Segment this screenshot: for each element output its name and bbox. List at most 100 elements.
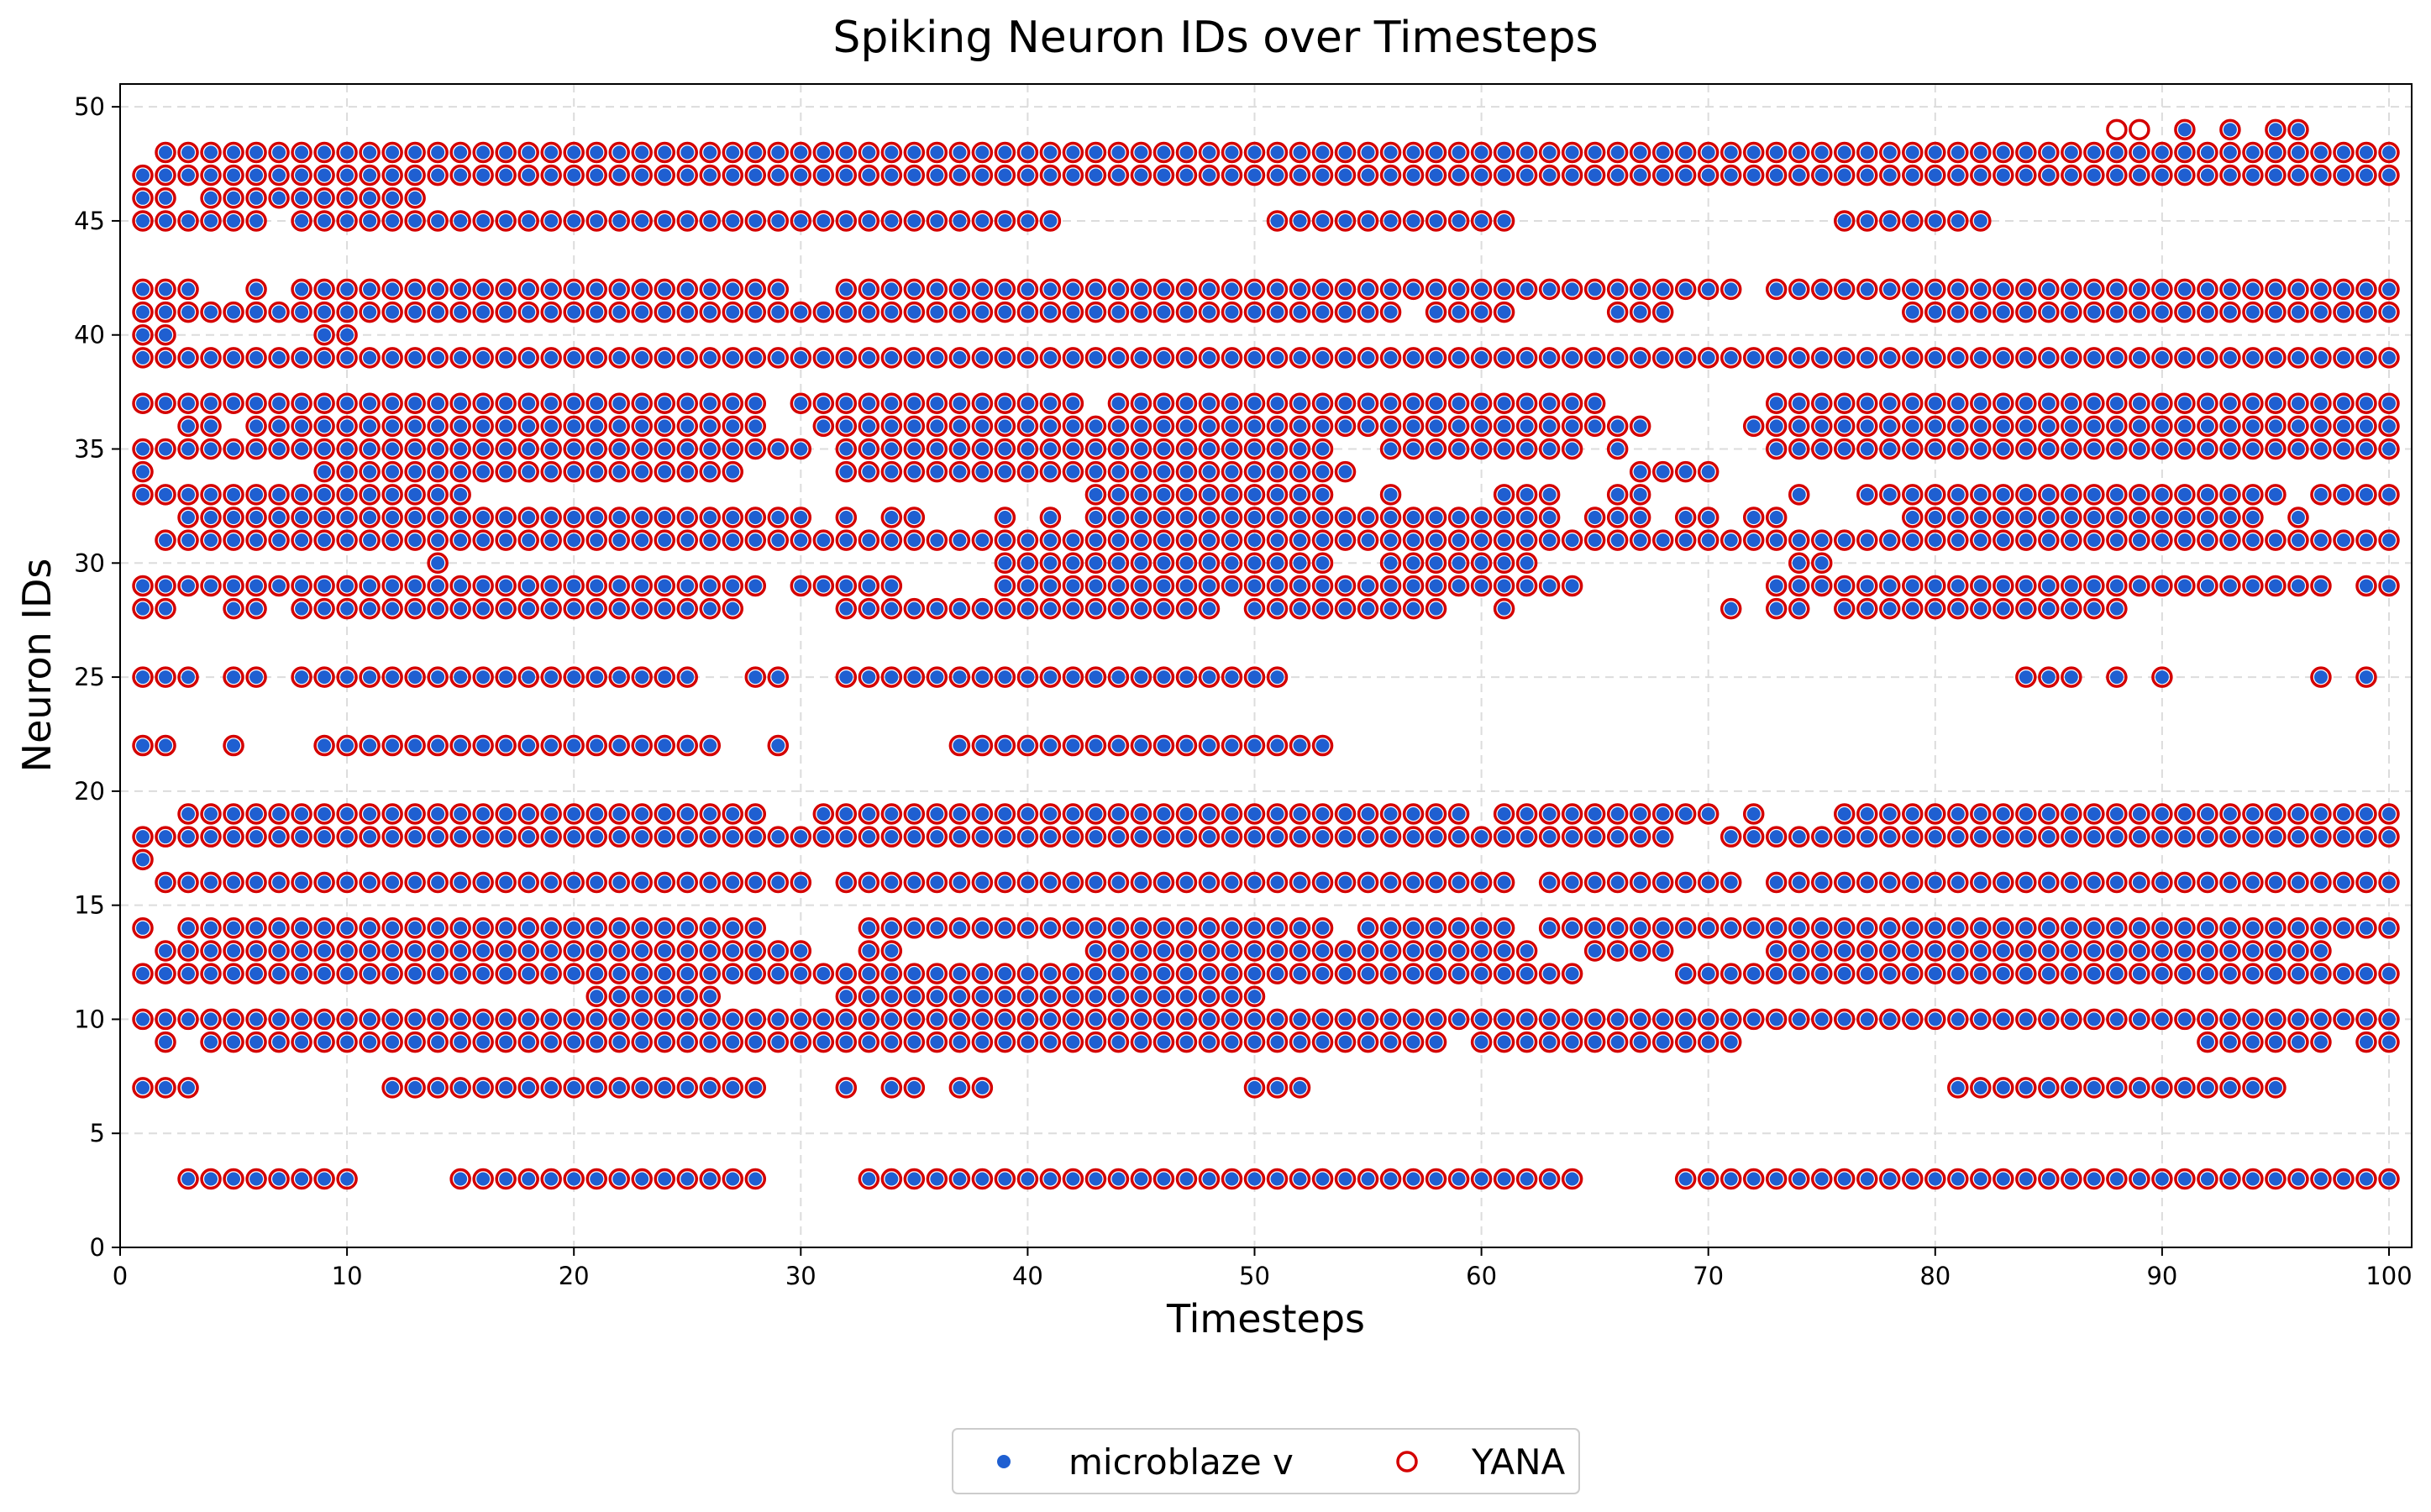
yana-point [1334,1008,1357,1031]
yana-point [404,963,426,984]
yana-point [858,575,880,597]
yana-point [812,963,835,984]
yana-point [200,507,222,528]
yana-point [268,141,290,164]
yana-point [2129,347,2150,369]
microblaze-point [181,670,196,685]
yana-point [744,826,767,848]
yana-point [2219,278,2241,301]
yana-point [2151,392,2173,414]
microblaze-point [1905,168,1919,182]
microblaze-point [907,350,921,365]
yana-point [2151,666,2173,688]
microblaze-point [1724,533,1738,548]
microblaze-point [2132,168,2146,182]
yana-point [1493,529,1515,551]
yana-point [359,278,381,301]
microblaze-point [1066,465,1080,479]
microblaze-point [249,396,264,411]
yana-point [1856,484,1878,506]
microblaze-point [590,465,604,479]
microblaze-point [1996,601,2010,616]
yana-point [790,1031,812,1053]
yana-point [404,666,426,688]
microblaze-point [2041,967,2056,981]
microblaze-point [249,510,264,524]
microblaze-point [386,510,400,524]
yana-point [2310,347,2332,369]
microblaze-point [2109,419,2124,433]
yana-point [654,963,675,984]
microblaze-point [1837,350,1851,365]
microblaze-point [2336,305,2350,319]
microblaze-point [408,419,423,433]
yana-point [631,803,653,825]
microblaze-point [885,601,899,616]
yana-point [1834,141,1856,164]
yana-point [631,917,653,939]
yana-point [1651,917,1674,939]
microblaze-point [2064,921,2078,935]
yana-point [132,575,154,597]
microblaze-point [1021,1035,1035,1049]
yana-point [858,438,880,460]
microblaze-point [1588,282,1602,297]
microblaze-point [975,1035,990,1049]
microblaze-point [522,670,536,685]
microblaze-point [1043,579,1058,593]
yana-point [767,871,790,894]
microblaze-point [227,487,241,501]
microblaze-point [2381,145,2396,160]
yana-point [676,871,698,894]
microblaze-point [476,350,491,365]
yana-point [2129,141,2150,164]
yana-point [1311,963,1334,984]
microblaze-point [1202,282,1216,297]
y-tick-label: 40 [74,321,105,349]
yana-point [1266,597,1289,620]
yana-point [495,666,517,688]
microblaze-point [476,601,491,616]
yana-point [563,347,585,369]
yana-point [1130,438,1152,460]
microblaze-point [2268,168,2282,182]
microblaze-point [340,213,354,228]
microblaze-point [1814,943,1829,958]
microblaze-point [1837,1012,1851,1026]
yana-point [1470,438,1493,460]
microblaze-point [2268,1012,2282,1026]
yana-point [903,963,926,984]
microblaze-point [522,1035,536,1049]
yana-point [2378,963,2400,984]
yana-point [948,529,971,551]
microblaze-point [930,282,944,297]
microblaze-point [1134,282,1148,297]
microblaze-point [476,533,491,548]
microblaze-point [499,670,513,685]
yana-point [359,164,381,186]
microblaze-point [249,921,264,935]
yana-point [722,1031,744,1053]
yana-point [1970,392,1992,414]
yana-point [381,826,403,848]
yana-point [880,1008,903,1031]
microblaze-point [1520,442,1534,456]
microblaze-point [204,875,218,890]
microblaze-point [1179,601,1194,616]
yana-point [1379,438,1402,460]
yana-point [2038,803,2060,825]
yana-point [1084,164,1107,186]
microblaze-point [2087,396,2101,411]
microblaze-point [590,442,604,456]
yana-point [1152,301,1175,323]
yana-point [449,871,471,894]
yana-point [517,438,539,460]
microblaze-point [1270,305,1284,319]
microblaze-point [1361,213,1375,228]
microblaze-point [1247,510,1262,524]
microblaze-point [1837,967,1851,981]
microblaze-point [1247,487,1262,501]
microblaze-point [1497,1172,1511,1186]
microblaze-point [363,510,377,524]
yana-point [2106,507,2128,528]
